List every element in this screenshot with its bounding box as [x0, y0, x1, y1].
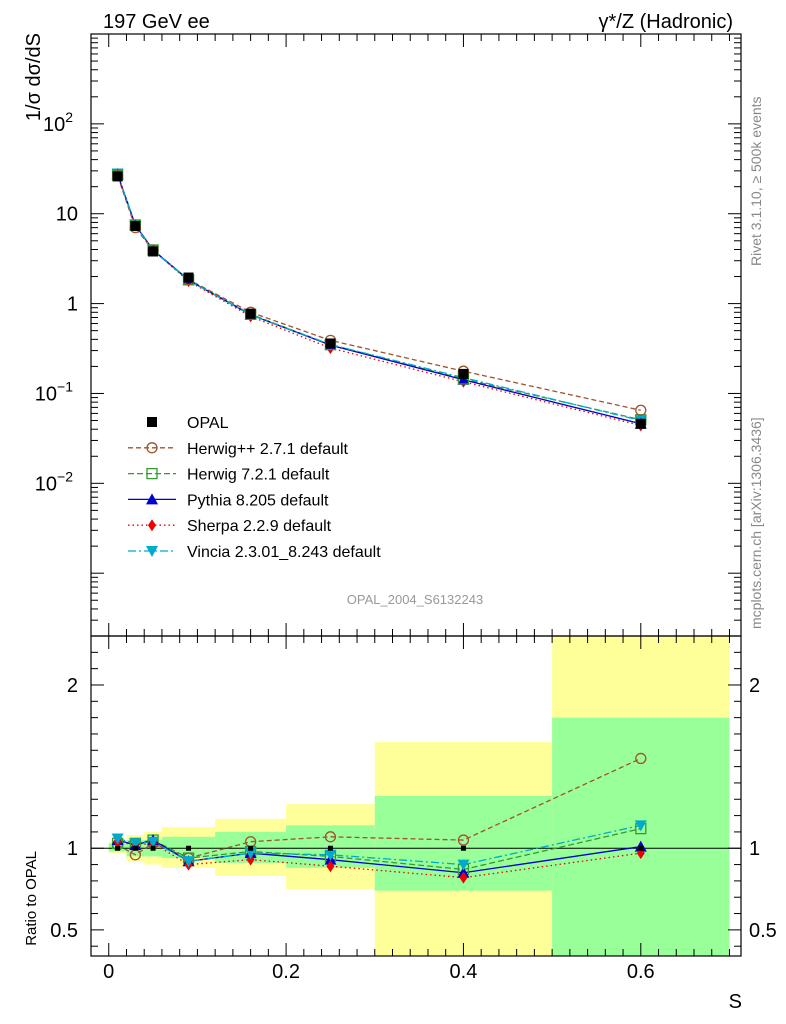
legend-marker-2	[146, 467, 158, 480]
process-label: γ*/Z (Hadronic)	[599, 11, 733, 33]
legend-label-4: Sherpa 2.2.9 default	[187, 518, 332, 535]
main-ytick-label-4: 10−2	[35, 468, 73, 495]
legend-marker-1	[146, 442, 158, 454]
ratio-point-s3-5	[326, 860, 335, 873]
mcplots-label: mcplots.cern.ch [arXiv:1306.3436]	[748, 417, 764, 629]
ratio-opal-point-4	[248, 845, 254, 851]
ratio-point-s0-6	[457, 834, 470, 846]
xtick-label-1: 0.2	[272, 961, 300, 983]
ratio-ytick-label-2: 2	[67, 675, 78, 697]
ratio-ytick-label-0: 0.5	[50, 920, 78, 942]
main-point-s0-5	[325, 338, 336, 349]
main-point-s0-7	[635, 418, 646, 429]
ratio-opal-point-3	[186, 845, 192, 851]
main-series-line-2	[116, 174, 641, 421]
legend-marker-3	[146, 493, 158, 505]
ratio-point-s0-7	[635, 752, 647, 765]
ratio-opal-point-7	[638, 845, 644, 851]
ratio-point-s4-6	[457, 859, 470, 871]
ratio-point-s3-6	[459, 871, 468, 884]
main-point-s3-6	[457, 373, 470, 385]
ratio-point-s4-3	[182, 856, 195, 868]
ratio-opal-point-5	[327, 845, 333, 851]
ratio-opal-point-2	[150, 845, 156, 851]
ratio-opal-point-0	[115, 845, 121, 851]
main-point-s0-4	[245, 308, 256, 319]
ratio-ytick-label-right-2: 2	[749, 675, 760, 697]
legend-marker-5	[146, 546, 158, 557]
main-point-s0-0	[112, 171, 123, 182]
ratio-point-s4-1	[129, 838, 142, 850]
main-ytick-label-0: 102	[43, 109, 73, 136]
legend-label-0: OPAL	[187, 415, 229, 432]
x-axis-label: S	[729, 991, 742, 1013]
energy-label: 197 GeV ee	[103, 11, 210, 33]
ratio-band-green-7	[552, 717, 730, 956]
main-ytick-label-2: 1	[67, 294, 78, 316]
legend-label-5: Vincia 2.3.01_8.243 default	[187, 544, 381, 561]
main-series-line-4	[116, 174, 641, 427]
main-series-line-1	[116, 175, 641, 411]
ratio-opal-point-1	[132, 845, 138, 851]
ratio-point-s4-4	[244, 848, 257, 860]
rivet-version-label: Rivet 3.1.10, ≥ 500k events	[748, 96, 764, 266]
main-point-s0-3	[183, 272, 194, 283]
legend-marker-0	[147, 417, 157, 427]
ratio-point-s4-2	[147, 836, 160, 848]
xtick-label-2: 0.4	[450, 961, 478, 983]
ratio-ytick-label-right-1: 1	[749, 838, 760, 860]
main-ylabel: 1/σ dσ/dS	[23, 33, 45, 121]
ratio-point-s4-5	[324, 849, 337, 861]
legend-label-2: Herwig 7.2.1 default	[187, 467, 330, 484]
xtick-label-3: 0.6	[627, 961, 655, 983]
ratio-series-line-3	[117, 841, 641, 879]
analysis-watermark: OPAL_2004_S6132243	[347, 592, 483, 607]
ratio-point-s3-4	[246, 853, 255, 866]
legend-label-3: Pythia 8.205 default	[187, 492, 329, 509]
main-point-s1-7	[635, 404, 647, 416]
main-point-s0-1	[130, 221, 141, 232]
ratio-ylabel: Ratio to OPAL	[23, 851, 40, 946]
ratio-point-s4-0	[111, 833, 124, 845]
main-series-line-3	[116, 174, 641, 425]
main-point-s0-2	[148, 246, 159, 257]
ratio-point-s4-7	[634, 820, 647, 832]
main-point-s0-6	[458, 368, 469, 379]
legend-label-1: Herwig++ 2.7.1 default	[187, 441, 349, 458]
xtick-label-0: 0	[103, 961, 114, 983]
main-series-line-5	[116, 173, 641, 422]
ratio-ytick-label-1: 1	[67, 838, 78, 860]
ratio-point-s0-5	[324, 831, 337, 843]
ratio-opal-point-6	[460, 845, 466, 851]
ratio-ytick-label-right-0: 0.5	[749, 920, 777, 942]
ratio-frame	[90, 635, 742, 957]
legend-marker-4	[148, 519, 156, 532]
main-ytick-label-1: 10	[56, 204, 78, 226]
main-ytick-label-3: 10−1	[35, 378, 73, 405]
